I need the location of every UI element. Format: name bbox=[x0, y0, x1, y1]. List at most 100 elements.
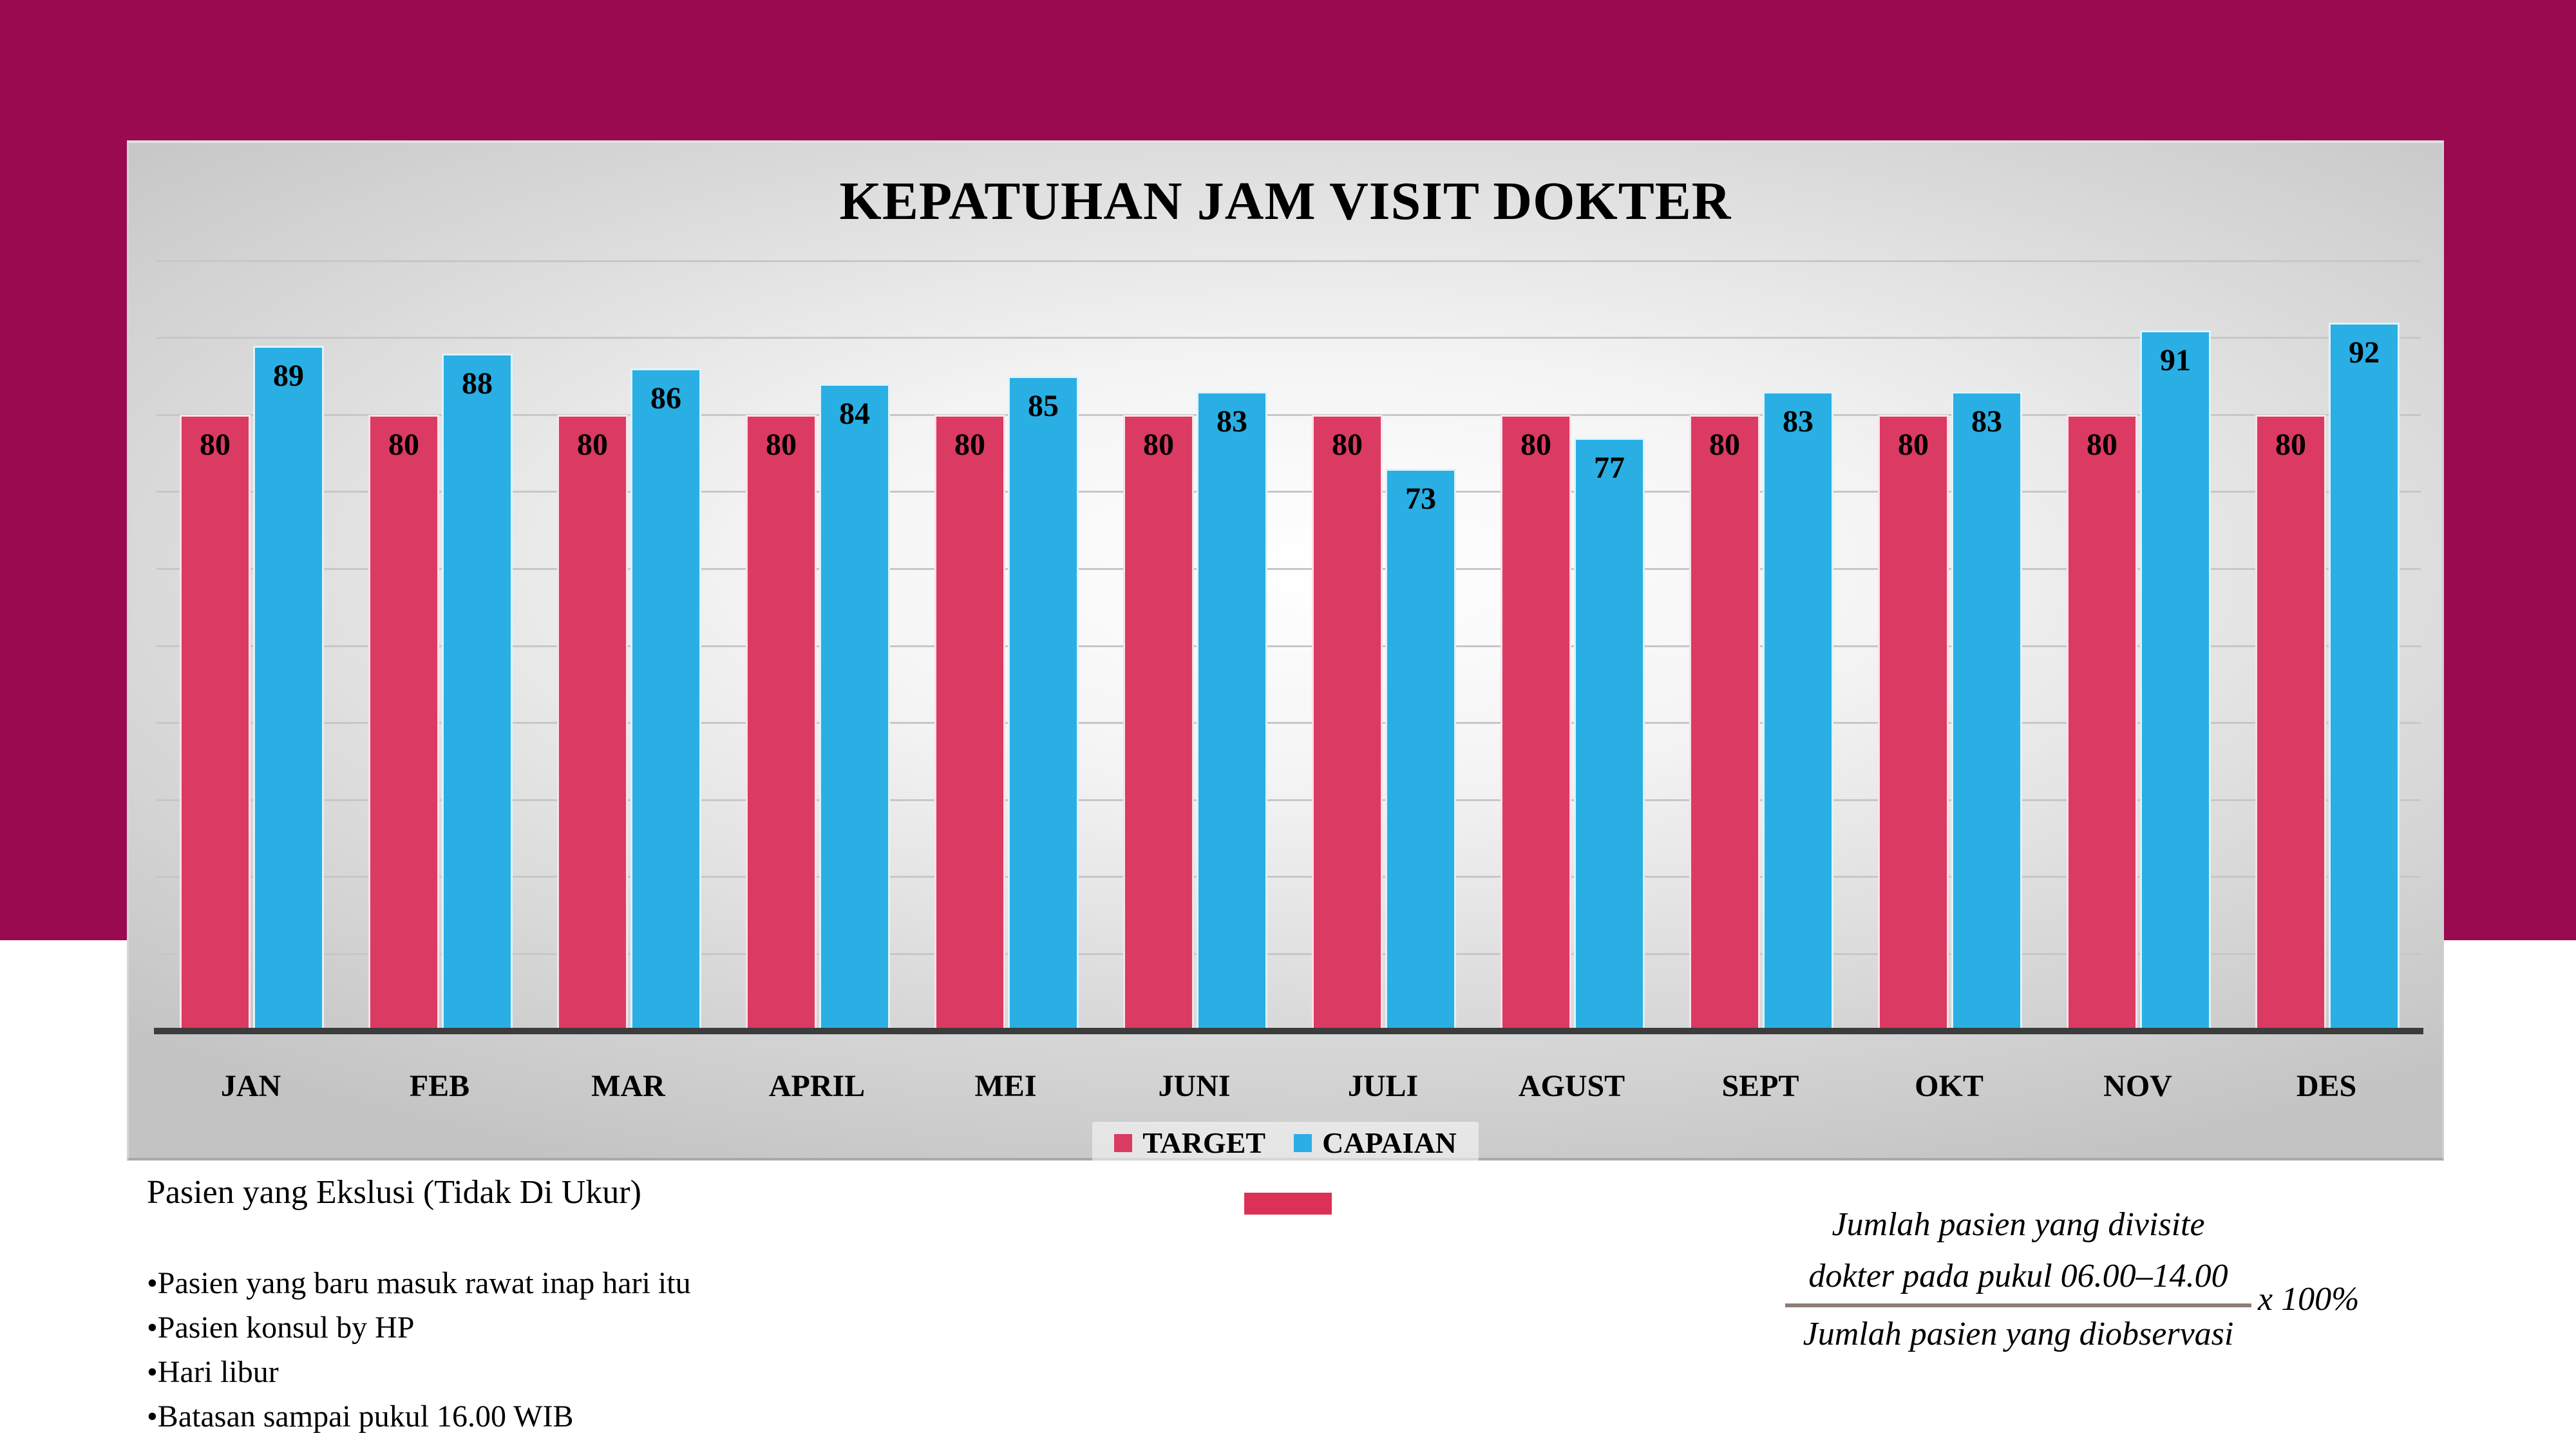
bar-target-mei: 80 bbox=[934, 415, 1005, 1031]
bar-target-sept: 80 bbox=[1689, 415, 1760, 1031]
exclusion-notes-heading: Pasien yang Ekslusi (Tidak Di Ukur) bbox=[147, 1174, 641, 1211]
legend-item-capaian: CAPAIAN bbox=[1294, 1126, 1457, 1160]
bar-value-label-capaian-des: 92 bbox=[2349, 335, 2380, 370]
formula-numerator-line1: Jumlah pasien yang divisite bbox=[1832, 1206, 2205, 1243]
indicator-formula: Jumlah pasien yang divisite dokter pada … bbox=[1785, 1199, 2494, 1360]
gridline-100 bbox=[156, 260, 2421, 262]
bar-group-sept: 80 83 SEPT bbox=[1666, 261, 1855, 1103]
formula-fraction-bar bbox=[1785, 1303, 2251, 1307]
gridline-10 bbox=[156, 952, 2421, 955]
bar-target-mar: 80 bbox=[557, 415, 628, 1031]
pink-color-swatch bbox=[1244, 1193, 1332, 1215]
bar-target-agust: 80 bbox=[1501, 415, 1571, 1031]
bar-capaian-okt: 83 bbox=[1951, 392, 2022, 1031]
x-axis-line bbox=[154, 1028, 2423, 1034]
chart-legend: TARGET CAPAIAN bbox=[129, 1122, 2442, 1164]
bar-value-label-target-april: 80 bbox=[766, 428, 797, 462]
x-axis-label-jan: JAN bbox=[220, 1069, 281, 1103]
x-axis-label-feb: FEB bbox=[409, 1069, 470, 1103]
x-axis-label-juni: JUNI bbox=[1158, 1069, 1231, 1103]
exclusion-note-item-1: •Pasien yang baru masuk rawat inap hari … bbox=[147, 1266, 691, 1300]
x-axis-label-sept: SEPT bbox=[1721, 1069, 1799, 1103]
exclusion-note-item-2: •Pasien konsul by HP bbox=[147, 1311, 415, 1345]
bar-value-label-capaian-nov: 91 bbox=[2160, 343, 2191, 377]
bar-group-juli: 80 73 JULI bbox=[1289, 261, 1477, 1103]
bar-target-jan: 80 bbox=[180, 415, 251, 1031]
bar-value-label-target-agust: 80 bbox=[1520, 428, 1551, 462]
bar-capaian-agust: 77 bbox=[1574, 438, 1645, 1031]
x-axis-label-mar: MAR bbox=[591, 1069, 665, 1103]
bar-capaian-sept: 83 bbox=[1763, 392, 1833, 1031]
bar-value-label-capaian-april: 84 bbox=[839, 397, 870, 431]
formula-denominator: Jumlah pasien yang diobservasi bbox=[1803, 1316, 2234, 1352]
legend-label-target: TARGET bbox=[1142, 1126, 1266, 1159]
gridline-50 bbox=[156, 645, 2421, 647]
bar-target-des: 80 bbox=[2255, 415, 2326, 1031]
plot-area: 80 89 JAN 80 88 FEB 80 86 MAR 80 84 APRIL 80 85 MEI 80 8… bbox=[154, 260, 2423, 1103]
bar-value-label-target-sept: 80 bbox=[1709, 428, 1740, 462]
capaian-legend-swatch-icon bbox=[1294, 1133, 1312, 1152]
bar-target-juli: 80 bbox=[1312, 415, 1383, 1031]
gridline-60 bbox=[156, 567, 2421, 570]
bar-target-nov: 80 bbox=[2067, 415, 2137, 1031]
bar-value-label-capaian-okt: 83 bbox=[1971, 404, 2002, 439]
gridline-70 bbox=[156, 491, 2421, 493]
gridline-80 bbox=[156, 413, 2421, 416]
bar-group-mei: 80 85 MEI bbox=[911, 261, 1100, 1103]
bar-value-label-target-mei: 80 bbox=[954, 428, 985, 462]
bar-capaian-des: 92 bbox=[2329, 322, 2400, 1031]
bar-value-label-target-juni: 80 bbox=[1143, 428, 1174, 462]
bar-value-label-target-okt: 80 bbox=[1898, 428, 1929, 462]
bar-target-juni: 80 bbox=[1123, 415, 1194, 1031]
x-axis-label-okt: OKT bbox=[1915, 1069, 1984, 1103]
bar-value-label-capaian-mar: 86 bbox=[650, 381, 681, 416]
bar-group-agust: 80 77 AGUST bbox=[1477, 261, 1666, 1103]
gridline-30 bbox=[156, 799, 2421, 801]
x-axis-label-nov: NOV bbox=[2103, 1069, 2172, 1103]
x-axis-label-des: DES bbox=[2296, 1069, 2357, 1103]
bar-value-label-capaian-mei: 85 bbox=[1028, 389, 1059, 424]
bar-value-label-capaian-jan: 89 bbox=[273, 358, 304, 393]
chart-panel: KEPATUHAN JAM VISIT DOKTER 80 89 JAN 80 88 FE… bbox=[127, 140, 2444, 1164]
bar-value-label-target-jan: 80 bbox=[200, 428, 231, 462]
bar-capaian-juli: 73 bbox=[1385, 468, 1456, 1031]
bar-group-april: 80 84 APRIL bbox=[723, 261, 911, 1103]
bar-group-des: 80 92 DES bbox=[2232, 261, 2421, 1103]
formula-numerator-line2: dokter pada pukul 06.00–14.00 bbox=[1808, 1258, 2228, 1294]
bar-value-label-target-des: 80 bbox=[2275, 428, 2306, 462]
bar-value-label-capaian-sept: 83 bbox=[1783, 404, 1814, 439]
x-axis-label-juli: JULI bbox=[1347, 1069, 1419, 1103]
bar-value-label-capaian-agust: 77 bbox=[1594, 451, 1625, 486]
exclusion-notes-list: •Pasien yang baru masuk rawat inap hari … bbox=[147, 1261, 691, 1439]
legend-box: TARGET CAPAIAN bbox=[1092, 1122, 1479, 1164]
bar-capaian-april: 84 bbox=[819, 384, 890, 1031]
bar-value-label-capaian-juni: 83 bbox=[1217, 404, 1247, 439]
bar-value-label-target-mar: 80 bbox=[577, 428, 608, 462]
bar-group-juni: 80 83 JUNI bbox=[1100, 261, 1289, 1103]
bar-capaian-mei: 85 bbox=[1008, 376, 1079, 1031]
bar-value-label-capaian-juli: 73 bbox=[1405, 481, 1436, 516]
bar-group-nov: 80 91 NOV bbox=[2043, 261, 2232, 1103]
bar-capaian-jan: 89 bbox=[253, 345, 324, 1031]
legend-item-target: TARGET bbox=[1114, 1126, 1265, 1160]
bar-capaian-nov: 91 bbox=[2140, 330, 2211, 1031]
formula-fraction: Jumlah pasien yang divisite dokter pada … bbox=[1785, 1199, 2251, 1360]
bar-value-label-target-juli: 80 bbox=[1332, 428, 1363, 462]
target-legend-swatch-icon bbox=[1114, 1133, 1133, 1152]
bar-target-okt: 80 bbox=[1878, 415, 1949, 1031]
x-axis-label-agust: AGUST bbox=[1518, 1069, 1625, 1103]
bar-capaian-feb: 88 bbox=[442, 353, 513, 1031]
exclusion-note-item-3: •Hari libur bbox=[147, 1355, 279, 1389]
legend-label-capaian: CAPAIAN bbox=[1322, 1126, 1457, 1159]
bar-capaian-juni: 83 bbox=[1197, 392, 1267, 1031]
chart-title: KEPATUHAN JAM VISIT DOKTER bbox=[839, 171, 1732, 231]
bar-value-label-capaian-feb: 88 bbox=[462, 366, 493, 401]
gridline-90 bbox=[156, 337, 2421, 339]
bar-target-feb: 80 bbox=[368, 415, 439, 1031]
bar-group-feb: 80 88 FEB bbox=[345, 261, 534, 1103]
gridline-20 bbox=[156, 876, 2421, 878]
gridline-40 bbox=[156, 722, 2421, 724]
bar-group-jan: 80 89 JAN bbox=[156, 261, 345, 1103]
x-axis-label-mei: MEI bbox=[974, 1069, 1037, 1103]
exclusion-note-item-4: •Batasan sampai pukul 16.00 WIB bbox=[147, 1399, 574, 1434]
